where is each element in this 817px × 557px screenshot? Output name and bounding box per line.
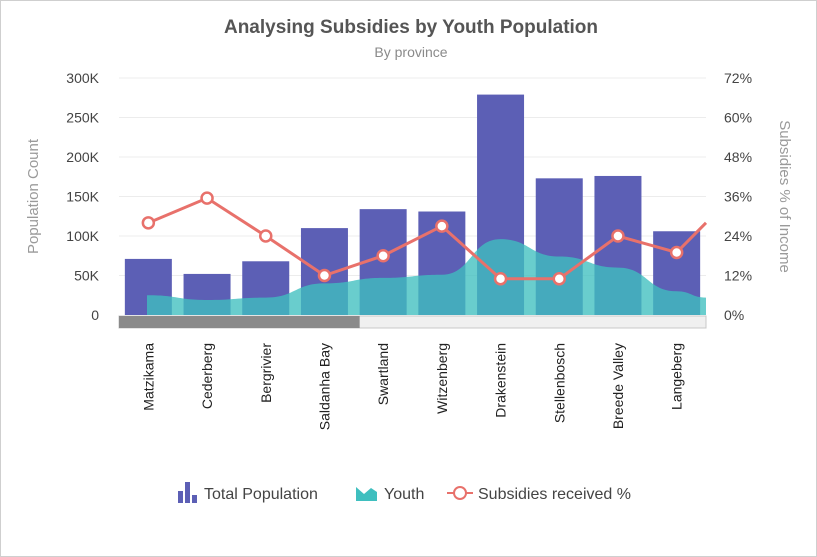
y-left-tick-label: 150K <box>66 189 99 205</box>
x-tick-label: Swartland <box>375 343 391 405</box>
x-tick-label: Bergrivier <box>258 343 274 403</box>
line-marker-subsidies <box>493 272 508 286</box>
y-right-tick-label: 60% <box>724 110 752 126</box>
legend-label: Subsidies received % <box>478 486 631 503</box>
legend-label: Total Population <box>204 486 318 503</box>
x-tick-label: Matzikama <box>140 343 156 411</box>
line-marker-subsidies <box>259 229 273 243</box>
y-right-tick-label: 72% <box>724 70 752 86</box>
y-left-tick-label: 250K <box>66 110 99 126</box>
line-marker-subsidies <box>141 216 156 230</box>
line-marker-subsidies <box>611 229 625 243</box>
legend-line-icon <box>453 486 467 500</box>
x-tick-label: Saldanha Bay <box>316 343 332 430</box>
x-tick-label: Drakenstein <box>493 343 509 418</box>
legend-bar-icon <box>178 491 183 503</box>
line-series <box>141 191 708 286</box>
y-left-tick-label: 100K <box>66 228 99 244</box>
line-marker-subsidies <box>552 272 566 286</box>
line-marker-subsidies <box>200 191 214 205</box>
line-marker-subsidies <box>435 219 449 233</box>
y-right-tick-label: 48% <box>724 149 752 165</box>
chart-title: Analysing Subsidies by Youth Population <box>224 17 598 38</box>
area-series <box>147 239 706 315</box>
x-tick-label: Stellenbosch <box>551 343 567 423</box>
y-left-tick-label: 50K <box>74 268 100 284</box>
legend: Total Population Youth Subsidies received … <box>178 482 631 503</box>
x-tick-label: Breede Valley <box>610 343 626 429</box>
y-left-axis-title: Population Count <box>25 138 42 254</box>
line-marker-subsidies <box>376 249 390 263</box>
y-left-tick-label: 0 <box>91 307 99 323</box>
y-right-tick-label: 24% <box>724 228 752 244</box>
legend-area-icon <box>356 487 377 501</box>
line-marker-subsidies <box>669 245 684 260</box>
x-tick-label: Langeberg <box>669 343 685 410</box>
line-marker-subsidies <box>317 268 332 283</box>
x-tick-label: Cederberg <box>199 343 215 409</box>
chart-subtitle: By province <box>374 44 447 60</box>
y-left-tick-label: 200K <box>66 149 99 165</box>
y-right-axis-title: Subsidies % of Income <box>776 120 793 273</box>
legend-label: Youth <box>384 486 424 503</box>
y-right-tick-label: 0% <box>724 307 744 323</box>
y-right-tick-label: 36% <box>724 189 752 205</box>
legend-bar-icon <box>192 495 197 503</box>
legend-bar-icon <box>185 482 190 503</box>
scrollbar[interactable] <box>118 315 707 329</box>
x-tick-label: Witzenberg <box>434 343 450 414</box>
axes: 0 0% 50K 12% 100K 24% 150K 36% 200K 48% 250K 60% 300… <box>25 70 793 430</box>
y-left-tick-label: 300K <box>66 70 99 86</box>
y-right-tick-label: 12% <box>724 268 752 284</box>
area-youth <box>147 239 706 315</box>
scrollbar-thumb[interactable] <box>119 316 360 328</box>
